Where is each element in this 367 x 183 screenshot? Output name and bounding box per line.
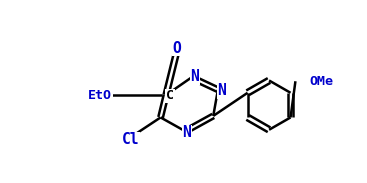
Text: OMe: OMe: [309, 75, 333, 88]
Text: C: C: [166, 89, 174, 102]
Text: Cl: Cl: [121, 132, 139, 147]
Text: EtO: EtO: [88, 89, 112, 102]
Text: N: N: [217, 83, 226, 98]
Text: O: O: [172, 41, 181, 56]
Text: N: N: [190, 69, 199, 84]
Text: N: N: [182, 125, 191, 140]
